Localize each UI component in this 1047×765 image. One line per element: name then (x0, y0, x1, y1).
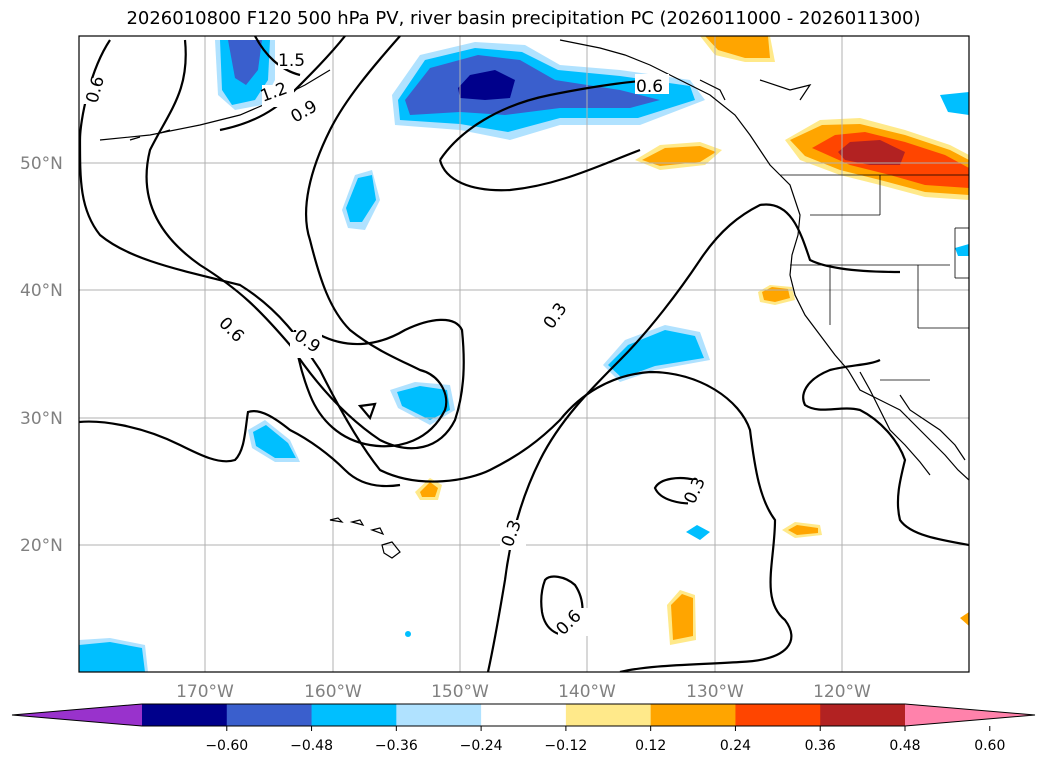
colorbar-segment (226, 704, 313, 726)
lon-label-170w: 170°W (176, 682, 234, 702)
pv-contour-line (145, 39, 465, 450)
colorbar-outline (11, 703, 1036, 727)
colorbar-tick-label: −0.24 (460, 738, 503, 754)
map-frame (78, 35, 970, 673)
pv-contour-line (79, 410, 401, 488)
colorbar-extend-min (12, 704, 142, 726)
lat-label-50n: 50°N (20, 154, 63, 174)
colorbar-tick-label: 0.24 (720, 738, 751, 754)
colorbar-segment (650, 704, 736, 726)
lon-label-120w: 120°W (813, 682, 871, 702)
pv-contour-line (486, 203, 901, 672)
colorbar-segment (142, 704, 228, 726)
contour-label: 1.5 (278, 51, 305, 71)
colorbar-segment (565, 704, 652, 726)
colorbar-tick-label: 0.36 (805, 738, 836, 754)
colorbar-segment (820, 704, 906, 726)
colorbar-tick-label: −0.60 (205, 738, 248, 754)
pv-contour-line (293, 36, 448, 448)
lon-label-140w: 140°W (558, 682, 616, 702)
pv-contour-line (802, 358, 969, 547)
lon-label-130w: 130°W (686, 682, 744, 702)
map-title: 2026010800 F120 500 hPa PV, river basin … (126, 8, 921, 29)
pv-contour-line (79, 39, 793, 672)
latitude-labels: 50°N 40°N 30°N 20°N (20, 154, 63, 556)
colorbar-tick-label: −0.36 (375, 738, 418, 754)
lat-label-20n: 20°N (20, 536, 63, 556)
colorbar-extend-max (905, 704, 1035, 726)
longitude-labels: 170°W 160°W 150°W 140°W 130°W 120°W (176, 682, 871, 702)
lon-label-150w: 150°W (431, 682, 489, 702)
political-borders (780, 174, 969, 381)
colorbar-tick-label: 0.60 (974, 738, 1005, 754)
lat-label-40n: 40°N (20, 281, 63, 301)
colorbar: −0.60 −0.48 −0.36 −0.24 −0.12 0.12 0.24 0.36 0.4… (11, 703, 1036, 754)
colorbar-segment (481, 704, 567, 726)
colorbar-tick-label: −0.48 (290, 738, 333, 754)
colorbar-segment (396, 704, 482, 726)
pv-contour-line (254, 36, 301, 77)
lat-label-30n: 30°N (20, 409, 63, 429)
map-area: 0.6 1.5 1.2 0.9 0.6 0.6 0.9 0.3 0.3 0.3 … (79, 36, 969, 672)
colorbar-tick-label: 0.12 (635, 738, 666, 754)
coastlines (99, 39, 969, 559)
lon-label-160w: 160°W (304, 682, 362, 702)
colorbar-segment (735, 704, 821, 726)
precip-anomaly-fills (79, 36, 969, 672)
pv-contours (79, 36, 969, 672)
colorbar-tick-label: 0.48 (889, 738, 920, 754)
colorbar-tick-label: −0.12 (544, 738, 587, 754)
colorbar-segment (311, 704, 397, 726)
pv-contour-line (357, 402, 377, 421)
contour-label: 0.6 (636, 77, 663, 97)
